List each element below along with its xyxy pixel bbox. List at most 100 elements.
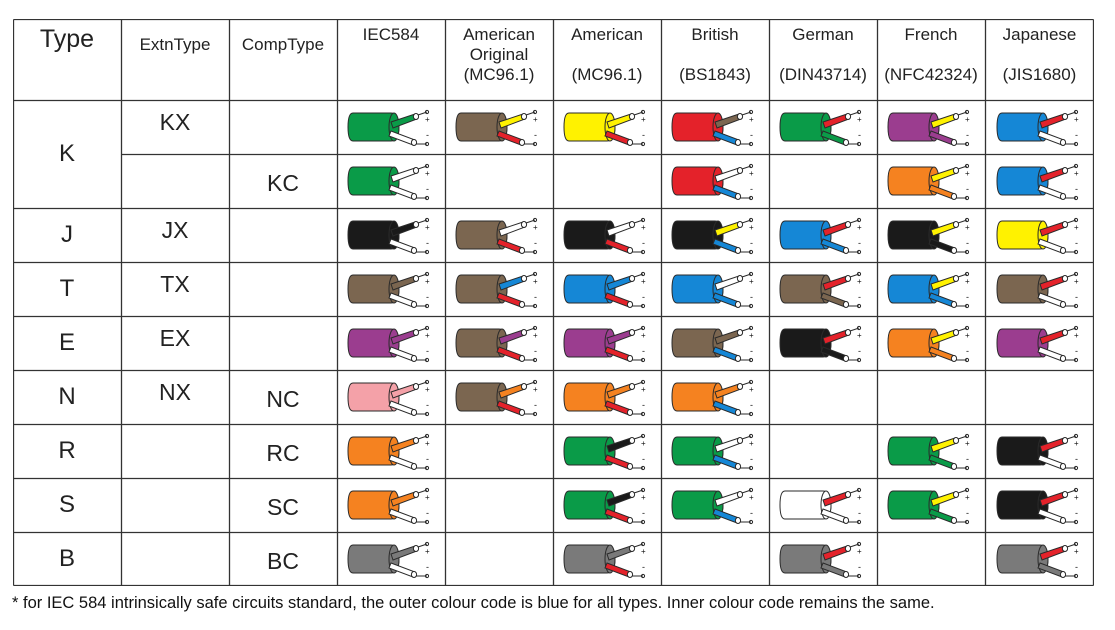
header-standard-line: (JIS1680) [1002,65,1077,84]
svg-text:+: + [641,277,646,286]
header-standard-2: American (MC96.1) [553,19,661,100]
header-standard-line [929,45,934,65]
svg-text:-: - [966,238,969,248]
svg-text:-: - [966,454,969,464]
cable-icon: + - [995,431,1084,476]
cable-icon: + - [347,431,435,476]
svg-text:+: + [965,439,970,448]
svg-text:-: - [858,238,861,248]
cable-icon: + - [887,161,975,206]
svg-text:+: + [749,493,754,502]
svg-text:-: - [426,238,429,248]
svg-text:+: + [749,115,754,124]
svg-text:+: + [641,385,646,394]
svg-text:+: + [749,277,754,286]
cable-icon: + - [995,323,1084,368]
svg-text:+: + [857,547,862,556]
cable-icon: + - [887,107,975,152]
svg-text:-: - [642,562,645,572]
header-comp-type: CompType [229,19,337,100]
svg-text:-: - [642,238,645,248]
row-extn-EX: EX [159,325,191,351]
cable-icon: + - [887,431,975,476]
row-extn-KX: KX [159,109,191,135]
svg-text:+: + [1074,439,1079,448]
header-standard-6: Japanese (JIS1680) [985,19,1094,100]
cable-icon: + - [671,323,759,368]
svg-text:-: - [642,130,645,140]
cable-icon: + - [563,107,651,152]
svg-text:+: + [749,223,754,232]
cable-icon: + - [671,107,759,152]
row-extn-JX: JX [161,217,189,243]
svg-text:-: - [642,508,645,518]
row-comp-KC: KC [267,169,299,196]
row-comp-RC: RC [266,439,300,466]
svg-text:-: - [642,454,645,464]
svg-text:+: + [641,115,646,124]
svg-text:-: - [750,184,753,194]
svg-text:-: - [426,292,429,302]
svg-text:+: + [1074,223,1079,232]
svg-text:+: + [1074,169,1079,178]
svg-text:-: - [534,130,537,140]
cable-icon: + - [779,215,867,260]
row-type-S: S [58,491,75,518]
cable-icon: + - [563,485,651,530]
svg-text:-: - [858,508,861,518]
svg-text:-: - [966,184,969,194]
svg-text:-: - [426,130,429,140]
svg-text:+: + [641,223,646,232]
header-standard-0: IEC584 [337,19,445,100]
svg-text:+: + [965,493,970,502]
cable-icon: + - [455,107,543,152]
row-type-K: K [58,140,75,167]
cable-icon: + - [563,377,651,422]
cable-icon: + - [671,161,759,206]
svg-text:-: - [966,508,969,518]
cable-icon: + - [995,539,1084,584]
cable-icon: + - [347,377,435,422]
row-comp-NC: NC [266,385,300,412]
svg-text:+: + [965,277,970,286]
cable-icon: + - [887,485,975,530]
cable-icon: + - [779,539,867,584]
row-comp-BC: BC [267,547,299,574]
svg-text:-: - [966,346,969,356]
svg-text:-: - [750,508,753,518]
cable-icon: + - [779,323,867,368]
cable-icon: + - [995,269,1084,314]
header-standard-line: (MC96.1) [463,65,535,84]
svg-text:-: - [750,400,753,410]
svg-text:+: + [857,331,862,340]
svg-text:+: + [749,331,754,340]
svg-text:+: + [1074,331,1079,340]
cable-icon: + - [563,215,651,260]
cable-icon: + - [887,269,975,314]
svg-text:-: - [534,238,537,248]
header-comp-label: CompType [241,35,325,54]
svg-text:-: - [966,130,969,140]
row-comp-SC: SC [267,493,299,520]
svg-text:-: - [750,238,753,248]
header-standard-line: (BS1843) [679,65,751,84]
svg-text:-: - [1075,346,1078,356]
header-standard-line: American [463,25,535,44]
svg-text:+: + [965,223,970,232]
svg-text:-: - [426,400,429,410]
svg-text:+: + [533,331,538,340]
svg-text:+: + [425,115,430,124]
header-standard-5: French (NFC42324) [877,19,985,100]
cable-icon: + - [995,215,1084,260]
svg-text:+: + [965,331,970,340]
row-extn-TX: TX [160,271,190,297]
table-grid-lines [13,19,1094,586]
svg-text:-: - [1075,238,1078,248]
svg-text:-: - [750,454,753,464]
cable-icon: + - [455,323,543,368]
header-standard-line: American [571,25,643,44]
header-type-label: Type [39,25,95,53]
cable-icon: + - [455,269,543,314]
header-standard-line: German [792,25,854,44]
svg-text:+: + [749,439,754,448]
